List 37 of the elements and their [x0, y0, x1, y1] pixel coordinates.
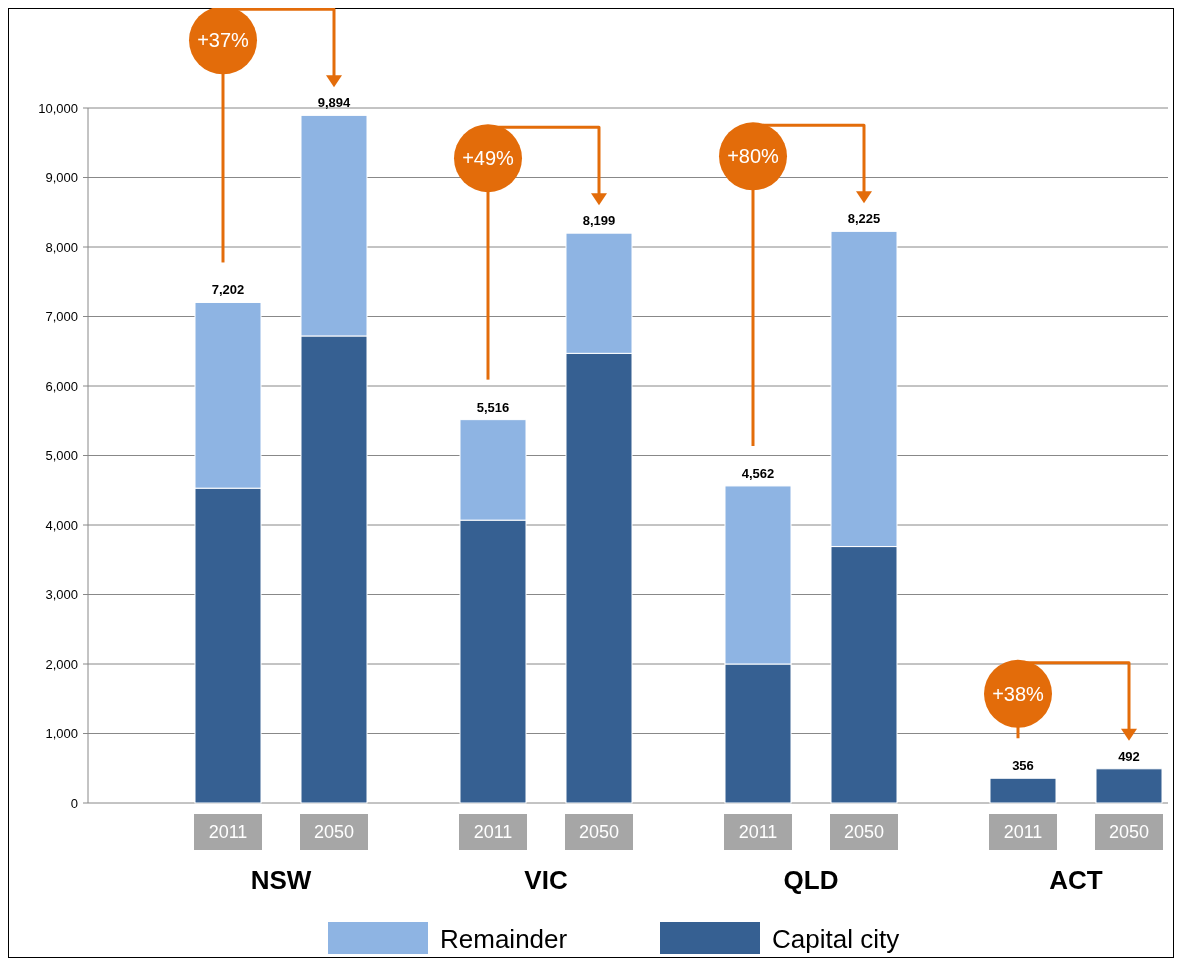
text: QLD: [783, 865, 839, 896]
total-label: 492: [1118, 748, 1140, 764]
y-tick-label: 0: [70, 795, 78, 811]
y-tick-label: 4,000: [45, 517, 78, 533]
y-tick-label: 2,000: [45, 656, 78, 672]
total-label: 5,516: [476, 399, 510, 415]
total-label: 356: [1012, 758, 1034, 774]
legend-label: Capital city: [772, 924, 900, 955]
total-label: 8,199: [582, 213, 616, 229]
text: ACT: [1049, 865, 1103, 896]
y-tick-label: 5,000: [45, 448, 78, 464]
x-tick-label: 2050: [1108, 822, 1150, 843]
text: NSW: [250, 865, 312, 896]
y-tick-label: 9,000: [45, 170, 78, 186]
y-tick-label: 6,000: [45, 378, 78, 394]
annotation: +80%: [727, 145, 780, 168]
x-tick-label: 2011: [1003, 822, 1043, 843]
y-tick-label: 1,000: [45, 726, 78, 742]
legend-label: Remainder: [440, 924, 568, 955]
y-tick-label: 7,000: [45, 309, 78, 325]
y-tick-label: 10,000: [38, 100, 78, 116]
annotation: +49%: [462, 147, 515, 170]
total-label: 4,562: [741, 465, 775, 481]
total-label: 9,894: [317, 95, 352, 111]
x-tick-label: 2011: [473, 822, 513, 843]
y-tick-label: 3,000: [45, 587, 78, 603]
text: VIC: [524, 865, 568, 896]
x-tick-label: 2050: [313, 822, 355, 843]
text: +37%: [197, 29, 250, 52]
x-tick-label: 2050: [843, 822, 885, 843]
y-tick-label: 8,000: [45, 239, 78, 255]
x-tick-label: 2050: [578, 822, 620, 843]
x-tick-label: 2011: [208, 822, 248, 843]
total-label: 7,202: [211, 282, 245, 298]
total-label: 8,225: [847, 211, 881, 227]
x-tick-label: 2011: [738, 822, 778, 843]
annotation: +38%: [992, 682, 1045, 705]
